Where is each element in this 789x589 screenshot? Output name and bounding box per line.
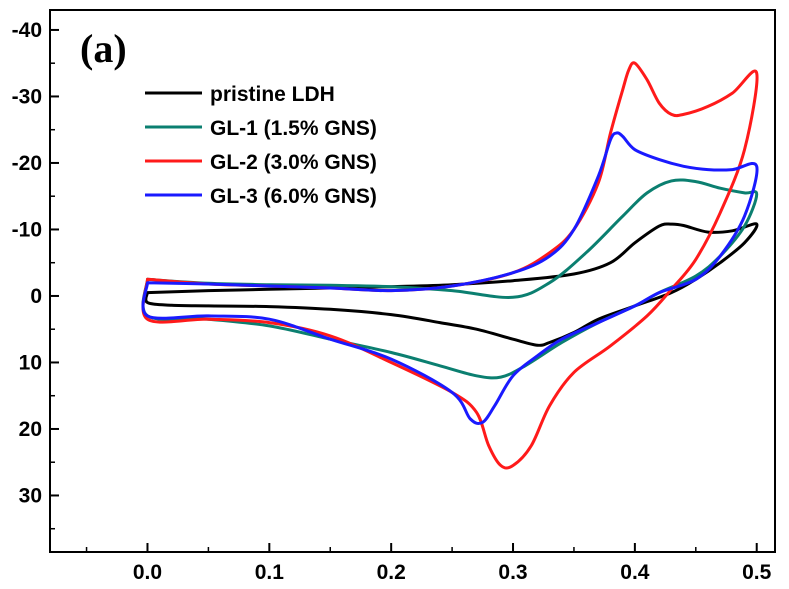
- legend-label: GL-3 (6.0% GNS): [210, 185, 377, 208]
- series-layer: [141, 61, 759, 470]
- legend-label: pristine LDH: [210, 83, 335, 106]
- y-tick-label: 30: [19, 484, 42, 507]
- y-tick-label: -40: [12, 19, 42, 42]
- y-tick-label: 20: [19, 418, 42, 441]
- x-tick-label: 0.4: [620, 561, 650, 584]
- series-line-4: [141, 131, 759, 426]
- x-tick-label: 0.2: [377, 561, 406, 584]
- legend-label: GL-2 (3.0% GNS): [210, 151, 377, 174]
- series-line-3: [141, 61, 759, 470]
- x-axis: 0.0 0.1 0.2 0.3 0.4 0.5: [85, 543, 772, 584]
- x-tick-label: 0.0: [133, 561, 162, 584]
- y-tick-label: 10: [19, 351, 42, 374]
- y-tick-label: 0: [30, 285, 42, 308]
- series-line-2: [141, 178, 759, 380]
- series-line-1: [144, 222, 759, 347]
- x-tick-label: 0.1: [255, 561, 285, 584]
- legend-label: GL-1 (1.5% GNS): [210, 117, 377, 140]
- y-tick-label: -10: [12, 218, 42, 241]
- legend: pristine LDH GL-1 (1.5% GNS) GL-2 (3.0% GN…: [145, 83, 377, 208]
- x-tick-label: 0.3: [498, 561, 527, 584]
- y-tick-label: -20: [12, 152, 42, 175]
- y-tick-label: -30: [12, 85, 42, 108]
- x-tick-label: 0.5: [742, 561, 772, 584]
- panel-label: (a): [80, 26, 127, 71]
- y-axis: -40 -30 -20 -10 0 10 20 30: [12, 19, 59, 530]
